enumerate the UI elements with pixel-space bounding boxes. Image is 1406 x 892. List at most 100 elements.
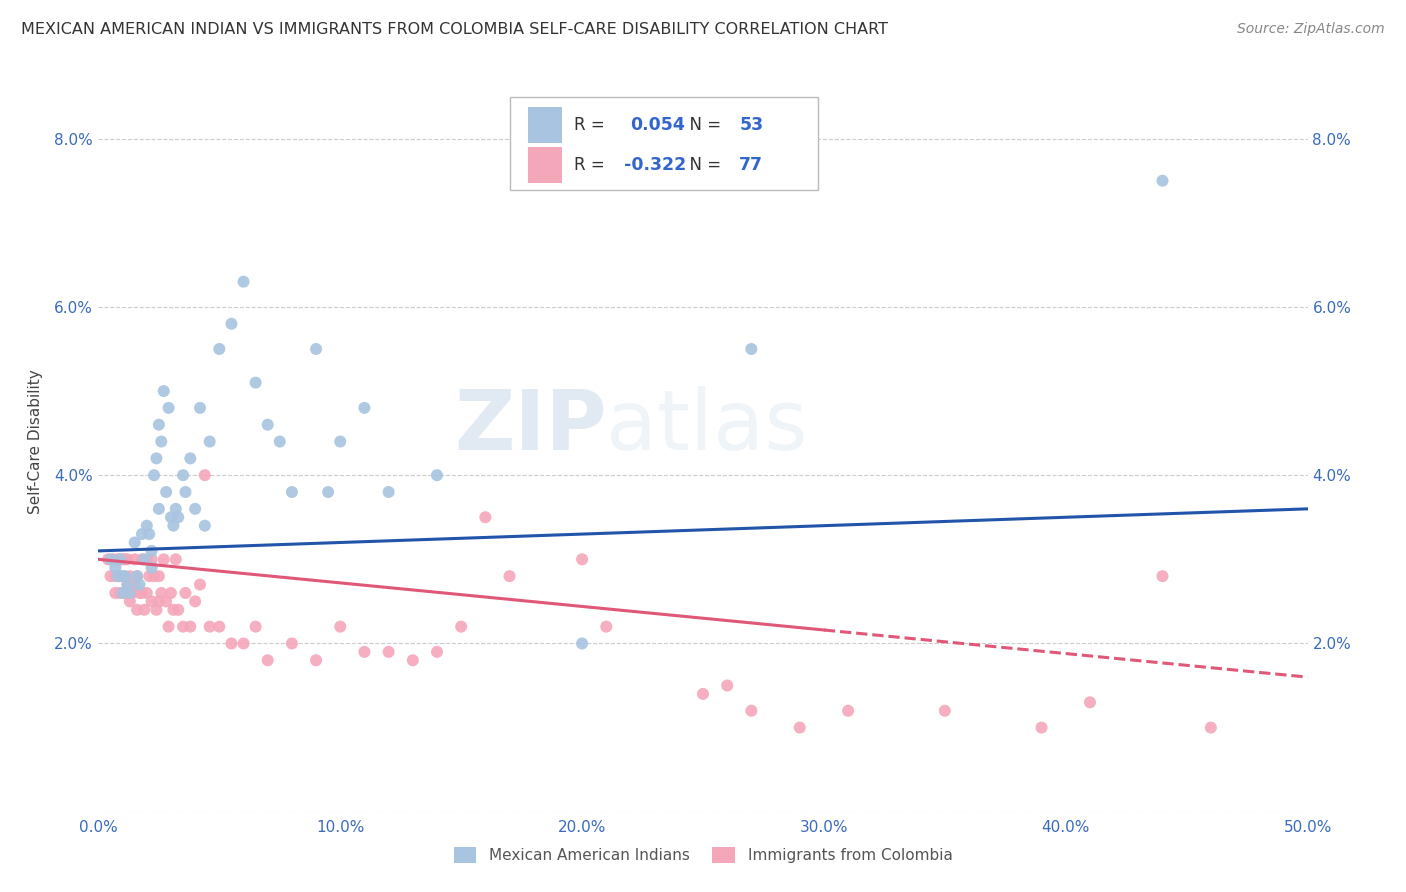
Point xyxy=(117,577,139,591)
Point xyxy=(160,586,183,600)
Point xyxy=(329,619,352,633)
Point xyxy=(162,603,184,617)
Point xyxy=(150,586,173,600)
Point xyxy=(789,721,811,735)
Point xyxy=(194,518,217,533)
Point xyxy=(426,645,449,659)
Point xyxy=(1199,721,1222,735)
Point xyxy=(143,468,166,483)
FancyBboxPatch shape xyxy=(527,107,561,143)
Point xyxy=(1152,174,1174,188)
Text: R =: R = xyxy=(574,116,610,134)
Point xyxy=(329,434,352,449)
Point xyxy=(128,577,150,591)
Point xyxy=(134,603,156,617)
Text: atlas: atlas xyxy=(606,386,808,467)
Point xyxy=(208,342,231,356)
Text: 53: 53 xyxy=(740,116,763,134)
Point xyxy=(174,586,197,600)
Point xyxy=(740,342,762,356)
Point xyxy=(118,594,141,608)
Point xyxy=(221,636,243,650)
Point xyxy=(124,535,146,549)
Point xyxy=(145,603,167,617)
Point xyxy=(114,552,136,566)
Point xyxy=(1078,695,1101,709)
Point xyxy=(117,577,139,591)
Point xyxy=(692,687,714,701)
Point xyxy=(127,569,149,583)
Point xyxy=(221,317,243,331)
Point xyxy=(111,569,134,583)
Y-axis label: Self-Care Disability: Self-Care Disability xyxy=(28,369,42,514)
Point xyxy=(402,653,425,667)
Legend: Mexican American Indians, Immigrants from Colombia: Mexican American Indians, Immigrants fro… xyxy=(446,839,960,871)
Point xyxy=(155,485,177,500)
Point xyxy=(498,569,520,583)
Point xyxy=(188,401,211,415)
Point xyxy=(245,376,267,390)
Point xyxy=(145,451,167,466)
Point xyxy=(353,401,375,415)
Point xyxy=(316,485,339,500)
Point xyxy=(172,468,194,483)
Point xyxy=(97,552,120,566)
Point xyxy=(184,594,207,608)
Point xyxy=(426,468,449,483)
Point xyxy=(131,552,153,566)
Text: 77: 77 xyxy=(740,156,763,174)
Point xyxy=(281,636,304,650)
Point xyxy=(157,401,180,415)
Point xyxy=(148,501,170,516)
Point xyxy=(256,417,278,432)
Point xyxy=(138,527,160,541)
Point xyxy=(104,586,127,600)
Point xyxy=(353,645,375,659)
Point xyxy=(131,527,153,541)
Point xyxy=(108,552,131,566)
Point xyxy=(174,485,197,500)
Point xyxy=(117,552,139,566)
Point xyxy=(740,704,762,718)
Point xyxy=(305,342,328,356)
Point xyxy=(114,586,136,600)
Text: MEXICAN AMERICAN INDIAN VS IMMIGRANTS FROM COLOMBIA SELF-CARE DISABILITY CORRELA: MEXICAN AMERICAN INDIAN VS IMMIGRANTS FR… xyxy=(21,22,889,37)
FancyBboxPatch shape xyxy=(527,147,561,183)
Point xyxy=(124,577,146,591)
Point xyxy=(232,275,254,289)
Point xyxy=(128,586,150,600)
Point xyxy=(135,586,157,600)
Text: N =: N = xyxy=(679,116,725,134)
Point xyxy=(141,552,163,566)
Point xyxy=(198,434,221,449)
Point xyxy=(124,552,146,566)
Point xyxy=(179,619,201,633)
Point xyxy=(108,586,131,600)
Point xyxy=(157,619,180,633)
Point xyxy=(716,679,738,693)
Point xyxy=(135,552,157,566)
Point xyxy=(208,619,231,633)
Point xyxy=(194,468,217,483)
Point xyxy=(167,603,190,617)
Point xyxy=(165,552,187,566)
Point xyxy=(121,586,143,600)
Point xyxy=(118,569,141,583)
Point xyxy=(100,552,122,566)
Point xyxy=(148,417,170,432)
Point xyxy=(256,653,278,667)
Text: ZIP: ZIP xyxy=(454,386,606,467)
Point xyxy=(138,569,160,583)
Point xyxy=(184,501,207,516)
Point xyxy=(155,594,177,608)
Point xyxy=(141,594,163,608)
FancyBboxPatch shape xyxy=(509,97,818,190)
Point xyxy=(150,434,173,449)
Point xyxy=(165,501,187,516)
Point xyxy=(269,434,291,449)
Point xyxy=(245,619,267,633)
Point xyxy=(232,636,254,650)
Point xyxy=(134,552,156,566)
Point xyxy=(114,569,136,583)
Point xyxy=(571,552,593,566)
